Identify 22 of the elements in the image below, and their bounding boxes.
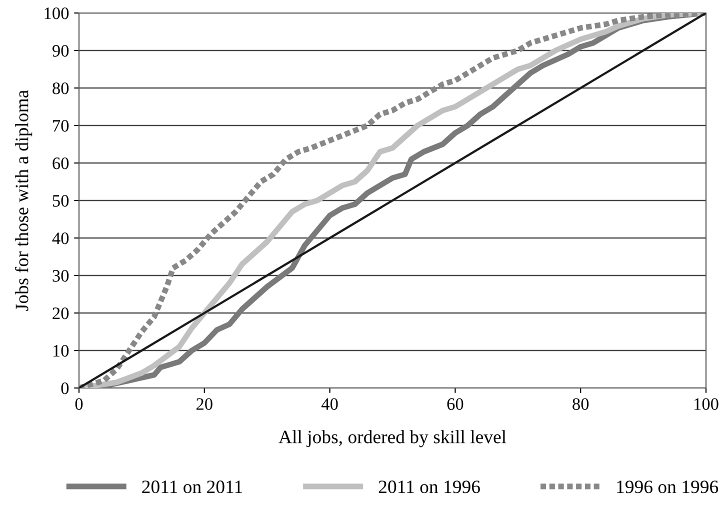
legend-label: 1996 on 1996 — [617, 480, 718, 494]
y-tick-label: 0 — [61, 382, 69, 394]
y-tick-label: 100 — [44, 7, 69, 20]
legend-label: 2011 on 2011 — [142, 480, 242, 494]
y-tick-label: 40 — [52, 232, 69, 244]
y-tick-label: 30 — [52, 270, 69, 282]
x-tick-label: 60 — [447, 398, 464, 410]
y-tick-label: 10 — [53, 344, 69, 357]
x-axis-title: All jobs, ordered by skill level — [278, 430, 506, 448]
y-tick-label: 80 — [52, 82, 69, 94]
y-tick-label: 70 — [53, 120, 69, 132]
x-tick-label: 100 — [694, 398, 718, 410]
y-tick-label: 60 — [52, 157, 69, 170]
x-tick-label: 80 — [572, 398, 589, 410]
y-axis-title: Jobs for those with a diploma — [14, 90, 32, 311]
x-tick-label: 40 — [321, 398, 338, 410]
x-tick-label: 0 — [75, 398, 83, 410]
y-tick-label: 20 — [52, 307, 69, 320]
x-tick-label: 20 — [196, 398, 212, 410]
y-tick-label: 50 — [52, 194, 69, 207]
y-tick-label: 90 — [52, 44, 69, 57]
legend-label: 2011 on 1996 — [378, 480, 480, 494]
